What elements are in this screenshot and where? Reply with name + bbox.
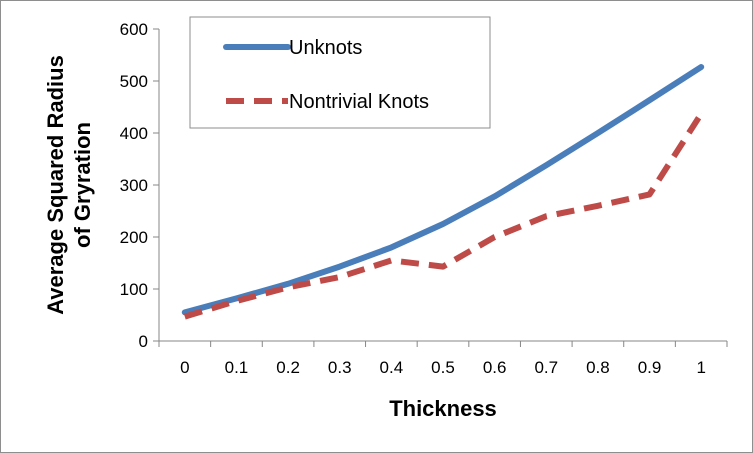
y-tick-label: 600 [120,20,148,39]
series-line-nontrivial-knots [183,112,704,320]
legend-box [189,16,491,129]
x-tick-label: 0.9 [638,358,662,377]
y-axis-title-line-1: Average Squared Radius [43,55,68,315]
x-tick-label: 0.7 [534,358,558,377]
y-tick-label: 200 [120,228,148,247]
series-lines [181,64,705,320]
x-tick-label: 0.6 [483,358,507,377]
y-tick-label: 300 [120,176,148,195]
y-tick-label: 0 [139,332,148,351]
legend-label-unknots: Unknots [289,37,362,59]
x-axis-ticks: 0 0.1 0.2 0.3 0.4 0.5 0.6 0.7 0.8 0.9 1 [158,341,728,377]
y-axis-ticks: 0 100 200 300 400 500 600 [120,20,159,351]
x-tick-label: 1 [696,358,705,377]
legend: Unknots Nontrivial Knots [189,16,491,129]
x-tick-label: 0.8 [586,358,610,377]
x-tick-label: 0.4 [380,358,404,377]
legend-label-nontrivial-knots: Nontrivial Knots [289,91,429,113]
x-tick-label: 0.2 [276,358,300,377]
x-tick-label: 0.1 [225,358,249,377]
y-tick-label: 500 [120,72,148,91]
x-tick-label: 0.5 [431,358,455,377]
y-tick-label: 100 [120,280,148,299]
x-tick-label: 0.3 [328,358,352,377]
x-tick-label: 0 [180,358,189,377]
y-axis-title: Average Squared Radius of Gryration [43,55,95,315]
y-tick-label: 400 [120,124,148,143]
y-axis-title-line-2: of Gryration [70,122,95,248]
x-axis-title: Thickness [389,396,497,421]
